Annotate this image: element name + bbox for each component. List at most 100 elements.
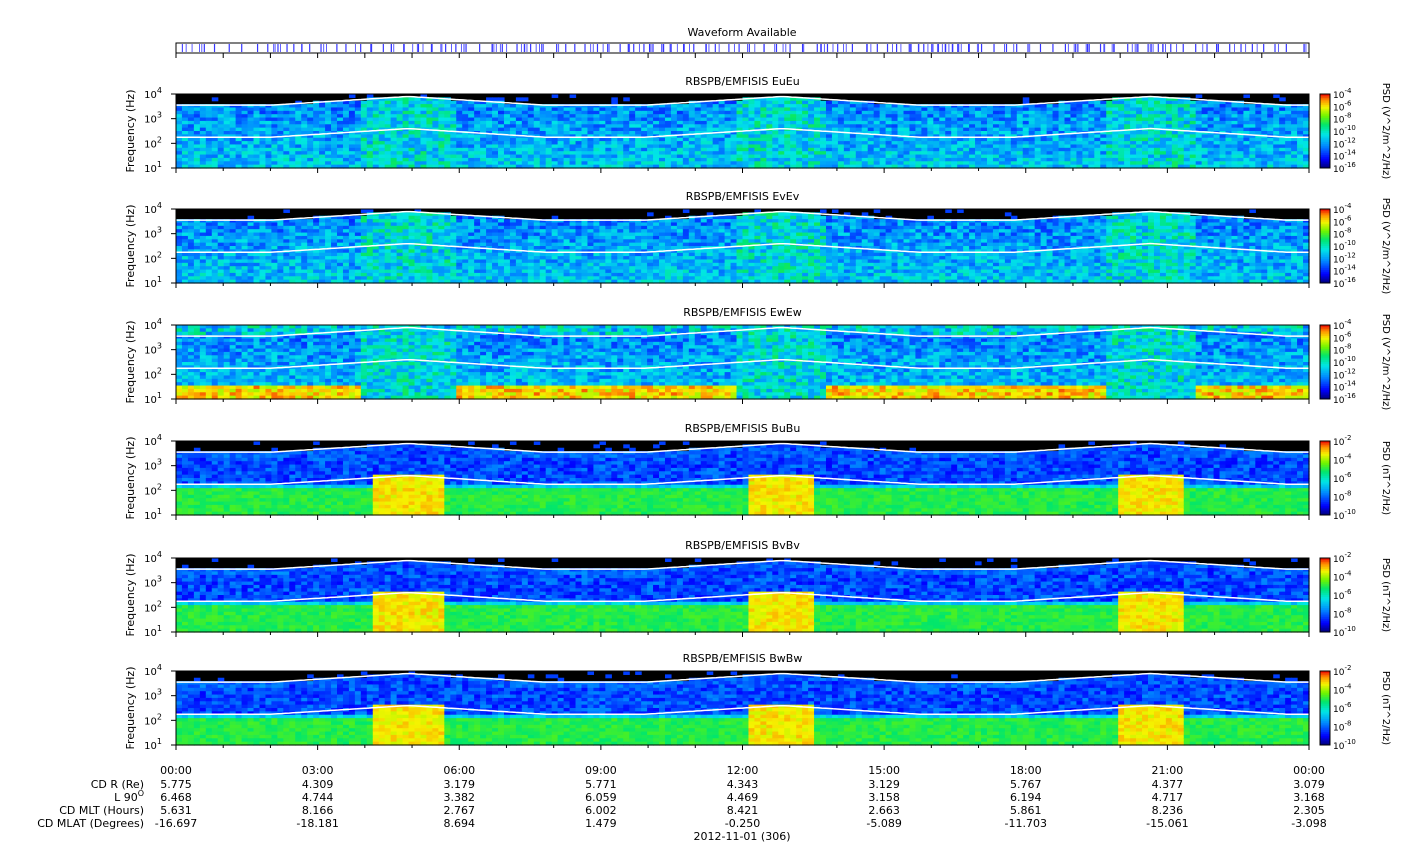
spectrogram-cell	[718, 127, 726, 132]
spectrogram-cell	[199, 232, 207, 237]
spectrogram-cell	[420, 272, 428, 277]
spectrogram-cell	[402, 212, 410, 217]
spectrogram-cell	[1010, 157, 1018, 162]
spectrogram-cell	[313, 124, 320, 129]
spectrogram-cell	[659, 104, 666, 109]
spectrogram-cell	[199, 276, 207, 281]
spectrogram-cell	[1219, 144, 1227, 149]
spectrogram-cell	[313, 235, 320, 240]
spectrogram-cell	[957, 164, 964, 169]
spectrogram-cell	[641, 107, 648, 112]
spectrogram-cell	[790, 137, 797, 142]
spectrogram-cell	[241, 242, 249, 247]
spectrogram-cell	[1189, 107, 1197, 112]
spectrogram-cell	[509, 120, 517, 125]
spectrogram-cell	[939, 117, 946, 122]
spectrogram-cell	[462, 157, 469, 162]
spectrogram-cell	[1040, 137, 1048, 142]
spectrogram-cell	[301, 151, 308, 156]
spectrogram-cell	[503, 157, 511, 162]
spectrogram-cell	[629, 131, 636, 135]
spectrogram-cell	[1273, 127, 1280, 132]
spectrogram-cell	[915, 161, 922, 166]
spectrogram-cell	[402, 242, 410, 247]
spectrogram-cell	[837, 127, 845, 132]
spectrogram-cell	[998, 134, 1006, 139]
spectrogram-cell	[265, 137, 273, 142]
spectrogram-cell	[1249, 134, 1256, 139]
spectrogram-cell	[408, 141, 416, 146]
spectrogram-cell	[969, 131, 976, 135]
spectrogram-cell	[420, 97, 428, 102]
spectrogram-cell	[348, 154, 356, 159]
spectrogram-cell	[563, 110, 571, 115]
spectrogram-cell	[1231, 110, 1239, 115]
spectrogram-cell	[342, 164, 350, 169]
spectrogram-cell	[1124, 157, 1131, 162]
spectrogram-cell	[271, 222, 278, 227]
spectrogram-cell	[611, 147, 618, 152]
spectrogram-cell	[825, 131, 833, 135]
spectrogram-cell	[378, 246, 386, 250]
spectrogram-cell	[372, 219, 380, 224]
spectrogram-cell	[426, 259, 434, 264]
spectrogram-cell	[384, 104, 392, 109]
spectrogram-cell	[265, 249, 273, 254]
spectrogram-cell	[271, 266, 278, 271]
spectrogram-cell	[1142, 104, 1149, 109]
spectrogram-cell	[176, 151, 183, 156]
spectrogram-cell	[766, 97, 773, 102]
spectrogram-cell	[1207, 104, 1215, 109]
spectrogram-cell	[420, 131, 428, 135]
spectrogram-cell	[396, 269, 404, 274]
y-tick-label-base: 10	[144, 115, 157, 126]
spectrogram-cell	[217, 154, 225, 159]
spectrogram-cell	[527, 107, 535, 112]
spectrogram-cell	[498, 157, 505, 162]
spectrogram-cell	[1279, 141, 1286, 146]
spectrogram-cell	[456, 161, 463, 166]
spectrogram-cell	[366, 124, 374, 129]
spectrogram-cell	[986, 154, 994, 159]
spectrogram-cell	[1004, 144, 1012, 149]
spectrogram-cell	[402, 137, 410, 142]
spectrogram-cell	[408, 219, 416, 224]
spectrogram-cell	[366, 229, 374, 234]
spectrogram-cell	[211, 256, 219, 261]
spectrogram-cell	[1028, 164, 1036, 169]
spectrogram-cell	[1016, 154, 1024, 159]
spectrogram-cell	[706, 144, 714, 149]
spectrogram-cell	[527, 117, 535, 122]
spectrogram-cell	[474, 134, 481, 139]
spectrogram-cell	[1249, 147, 1256, 152]
spectrogram-cell	[468, 120, 475, 125]
colorbar-tick-label-base: 10	[1333, 103, 1345, 113]
spectrogram-cell	[927, 117, 934, 122]
spectrogram-cell	[396, 229, 404, 234]
spectrogram-cell	[384, 215, 392, 220]
spectrogram-cell	[295, 266, 302, 271]
spectrogram-cell	[509, 134, 517, 139]
spectrogram-cell	[1124, 137, 1131, 142]
spectrogram-cell	[217, 124, 225, 129]
spectrogram-cell	[205, 117, 213, 122]
spectrogram-cell	[951, 144, 958, 149]
spectrogram-cell	[259, 107, 267, 112]
spectrogram-cell	[635, 151, 642, 156]
spectrogram-cell	[181, 272, 189, 277]
spectrogram-cell	[1124, 144, 1131, 149]
spectrogram-cell	[384, 107, 392, 112]
spectrogram-cell	[408, 107, 416, 112]
spectrogram-cell	[1118, 110, 1125, 115]
spectrogram-cell	[975, 161, 982, 166]
spectrogram-cell	[1076, 147, 1083, 152]
spectrogram-cell	[235, 259, 243, 264]
spectrogram-cell	[664, 107, 672, 112]
spectrogram-cell	[384, 249, 392, 254]
spectrogram-cell	[205, 232, 213, 237]
spectrogram-cell	[551, 120, 559, 125]
spectrogram-cell	[301, 144, 308, 149]
spectrogram-cell	[396, 114, 404, 119]
spectrogram-cell	[1064, 137, 1072, 142]
spectrogram-cell	[1183, 120, 1191, 125]
